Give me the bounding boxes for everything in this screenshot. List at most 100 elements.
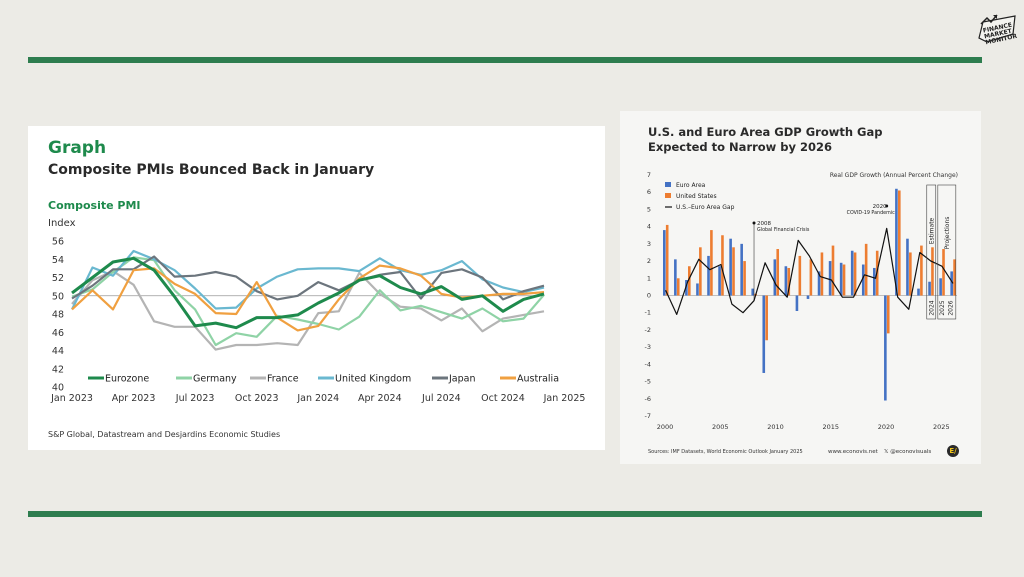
legend-label: Japan bbox=[448, 374, 476, 385]
gdp-title-line2: Expected to Narrow by 2026 bbox=[648, 140, 833, 154]
y-tick-label: 44 bbox=[52, 346, 64, 357]
bar-euro-area bbox=[917, 288, 920, 296]
bar-united-states bbox=[710, 230, 713, 296]
bar-euro-area bbox=[674, 259, 677, 296]
bar-united-states bbox=[676, 278, 680, 296]
x-tick-label: 2000 bbox=[657, 423, 674, 431]
y-tick-label: 1 bbox=[647, 274, 651, 282]
legend-label: Germany bbox=[193, 374, 237, 385]
y-tick-label: -2 bbox=[645, 326, 651, 334]
y-tick-label: -7 bbox=[645, 412, 651, 420]
series-line-eurozone bbox=[71, 256, 545, 330]
gdp-chart-card: U.S. and Euro Area GDP Growth Gap Expect… bbox=[620, 111, 981, 464]
bar-euro-area bbox=[784, 266, 788, 296]
gdp-bar-chart: -7 -6 -5 -4 -3 -2 -1 0 1 2 3 4 5 6 7 Real GDP Growth (A… bbox=[645, 171, 958, 431]
bar-euro-area bbox=[740, 243, 743, 296]
bar-united-states bbox=[721, 235, 724, 296]
gdp-y-axis-label: Real GDP Growth (Annual Percent Change) bbox=[830, 172, 958, 179]
estimate-label: Estimate bbox=[928, 217, 935, 244]
finance-market-monitor-logo bbox=[978, 14, 1016, 43]
bar-united-states bbox=[820, 252, 824, 296]
y-tick-label: 50 bbox=[52, 291, 64, 302]
bar-united-states bbox=[842, 264, 846, 296]
bar-united-states bbox=[699, 247, 702, 296]
bar-euro-area bbox=[850, 250, 854, 296]
bar-euro-area bbox=[762, 295, 766, 373]
x-tick-label: 2005 bbox=[712, 423, 729, 431]
bar-united-states bbox=[864, 243, 868, 296]
x-tick-label: Jul 2024 bbox=[421, 393, 461, 404]
legend-label: United States bbox=[676, 193, 717, 200]
x-tick-label: Jan 2024 bbox=[296, 393, 339, 404]
y-tick-label: 48 bbox=[52, 310, 64, 321]
bar-euro-area bbox=[795, 295, 799, 311]
projection-year-label: 2025 bbox=[939, 300, 946, 315]
x-tick-label: Apr 2024 bbox=[358, 393, 402, 404]
pmi-chart-card: Graph Composite PMIs Bounced Back in Jan… bbox=[28, 126, 605, 450]
website-link[interactable]: www.econovis.net bbox=[828, 449, 878, 455]
bar-united-states bbox=[787, 267, 791, 296]
x-tick-label: Jan 2025 bbox=[543, 393, 586, 404]
y-tick-label: 2 bbox=[647, 257, 651, 265]
x-tick-label: 2010 bbox=[767, 423, 784, 431]
y-tick-label: 42 bbox=[52, 364, 64, 375]
x-tick-label: 2020 bbox=[878, 423, 895, 431]
bar-euro-area bbox=[663, 230, 666, 296]
bar-euro-area bbox=[707, 255, 710, 296]
gap-line bbox=[665, 227, 954, 315]
bar-united-states bbox=[776, 249, 780, 296]
bar-united-states bbox=[909, 252, 912, 296]
bar-euro-area bbox=[773, 259, 777, 296]
bar-united-states bbox=[798, 255, 802, 296]
bar-euro-area bbox=[939, 278, 942, 296]
bar-euro-area bbox=[861, 264, 865, 296]
bar-united-states bbox=[688, 266, 691, 296]
y-tick-label: 54 bbox=[52, 255, 64, 266]
bar-euro-area bbox=[950, 271, 953, 296]
y-tick-label: 56 bbox=[52, 237, 64, 248]
chart-subtitle: Composite PMI bbox=[48, 199, 141, 212]
y-tick-label: 7 bbox=[647, 171, 651, 179]
estimate-box bbox=[926, 184, 937, 320]
legend-swatch bbox=[665, 182, 671, 187]
y-tick-label: 52 bbox=[52, 273, 64, 284]
legend-label: Eurozone bbox=[105, 374, 149, 385]
bar-euro-area bbox=[729, 238, 732, 296]
x-tick-label: Jul 2023 bbox=[175, 393, 215, 404]
bar-euro-area bbox=[906, 238, 909, 296]
legend-label: Australia bbox=[517, 374, 559, 385]
top-divider bbox=[28, 57, 982, 63]
y-tick-label: -4 bbox=[645, 360, 651, 368]
annotation-year: 2020 bbox=[873, 204, 887, 210]
x-tick-label: Oct 2024 bbox=[481, 393, 525, 404]
bar-united-states bbox=[831, 245, 835, 296]
social-handle-text: @econovisuals bbox=[890, 449, 932, 455]
y-tick-label: 40 bbox=[52, 383, 64, 394]
bar-united-states bbox=[920, 245, 923, 296]
bar-united-states bbox=[931, 247, 934, 296]
bar-euro-area bbox=[751, 288, 755, 296]
y-tick-label: 0 bbox=[647, 292, 651, 300]
bar-euro-area bbox=[696, 283, 699, 296]
projections-label: Projections bbox=[944, 217, 951, 250]
bar-united-states bbox=[898, 190, 901, 296]
social-handle[interactable]: 𝕏 @econovisuals bbox=[884, 449, 932, 455]
legend-label: United Kingdom bbox=[335, 374, 411, 385]
bar-euro-area bbox=[806, 295, 810, 299]
x-tick-label: Apr 2023 bbox=[112, 393, 156, 404]
bar-euro-area bbox=[928, 281, 931, 296]
bar-euro-area bbox=[817, 271, 821, 296]
y-tick-label: 5 bbox=[647, 205, 651, 213]
legend-label: U.S.–Euro Area Gap bbox=[676, 204, 735, 211]
bar-euro-area bbox=[685, 280, 688, 296]
y-tick-label: 4 bbox=[647, 223, 651, 231]
chart-title: Composite PMIs Bounced Back in January bbox=[48, 162, 375, 178]
bar-united-states bbox=[809, 259, 813, 296]
x-tick-label: 2015 bbox=[823, 423, 840, 431]
projections-box bbox=[937, 184, 957, 320]
bar-euro-area bbox=[828, 261, 832, 296]
bar-euro-area bbox=[718, 266, 721, 296]
bar-united-states bbox=[743, 261, 746, 296]
gdp-chart-title: U.S. and Euro Area GDP Growth Gap Expect… bbox=[648, 125, 958, 155]
bar-united-states bbox=[765, 295, 768, 341]
